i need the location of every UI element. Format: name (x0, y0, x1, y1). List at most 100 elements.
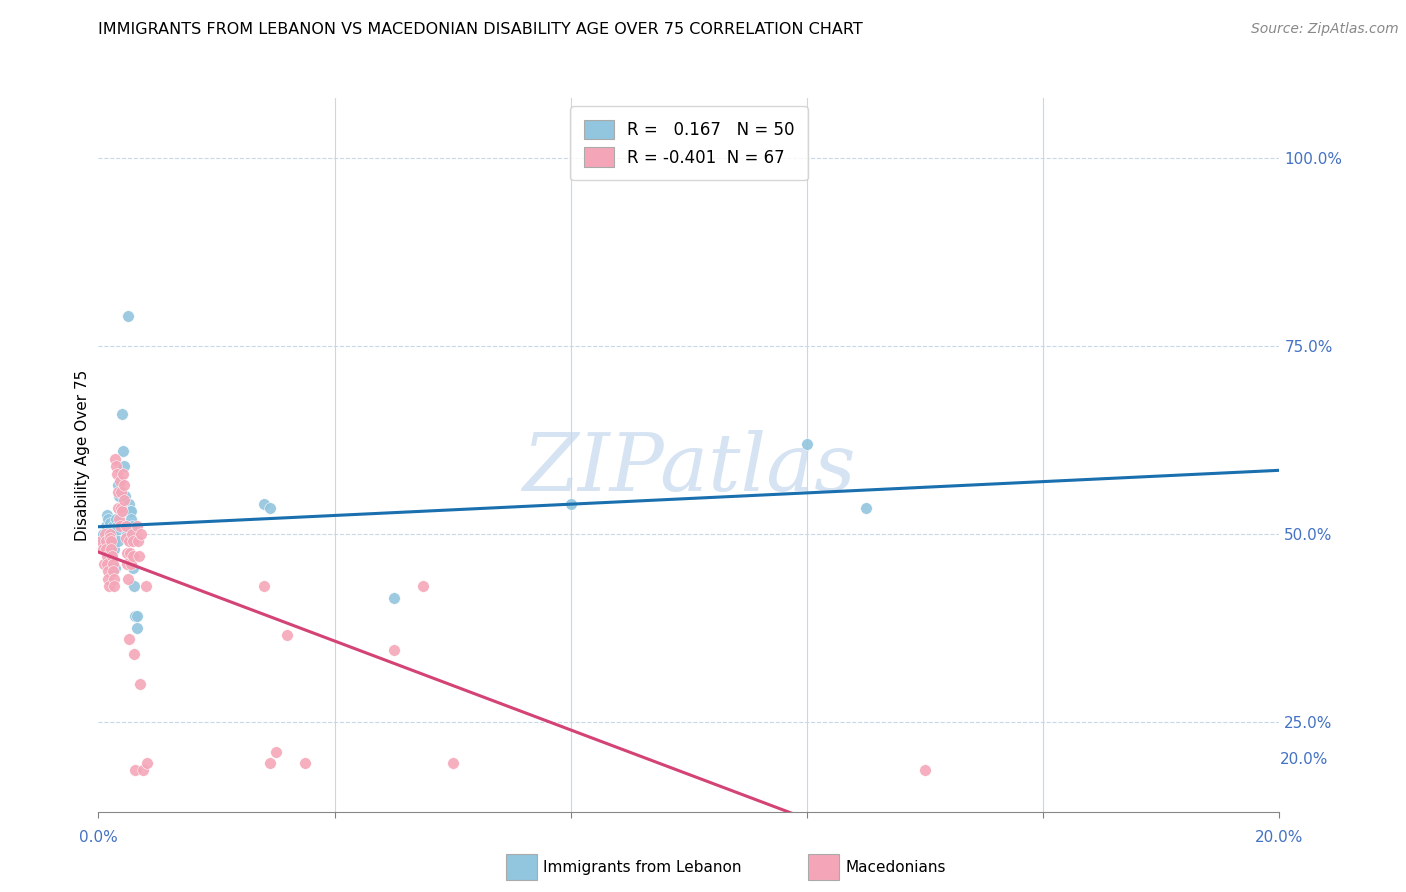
Point (94, 519, 117, 533)
Point (103, 579, 125, 593)
Point (112, 467, 135, 481)
Point (94, 526, 117, 541)
Text: 0.0%: 0.0% (79, 830, 118, 846)
Point (796, 436, 818, 450)
Point (121, 526, 143, 541)
Point (104, 451, 127, 466)
Text: ZIPatlas: ZIPatlas (522, 431, 856, 508)
Point (112, 478, 135, 492)
Point (101, 549, 124, 564)
Point (112, 493, 135, 508)
Point (107, 500, 129, 515)
Point (276, 628, 298, 642)
Point (98, 579, 121, 593)
Point (94, 541, 117, 556)
Point (112, 444, 135, 458)
Point (97, 572, 120, 586)
Point (121, 519, 143, 533)
Point (111, 407, 134, 421)
Point (259, 756, 281, 770)
Point (118, 534, 141, 549)
Point (97, 526, 120, 541)
Point (105, 519, 128, 533)
Point (117, 557, 139, 571)
Text: Immigrants from Lebanon: Immigrants from Lebanon (543, 860, 741, 874)
Point (560, 497, 582, 511)
Point (93, 534, 115, 549)
Point (117, 632, 139, 646)
Point (98, 531, 121, 545)
Point (124, 609, 146, 624)
Point (127, 621, 149, 635)
Point (110, 474, 132, 488)
Point (105, 523, 128, 537)
Point (125, 519, 148, 533)
Point (103, 534, 125, 549)
Point (96, 557, 118, 571)
Point (100, 538, 122, 552)
Point (111, 504, 134, 518)
Point (114, 519, 136, 533)
Point (114, 489, 136, 503)
Point (294, 756, 316, 770)
Point (441, 756, 464, 770)
Text: 20.0%: 20.0% (1256, 830, 1303, 846)
Point (115, 545, 138, 559)
Point (97, 565, 120, 579)
Point (105, 512, 128, 526)
Point (253, 579, 276, 593)
Point (118, 504, 141, 518)
Point (127, 534, 149, 549)
Point (264, 745, 287, 759)
Point (103, 526, 125, 541)
Point (382, 591, 405, 605)
Point (107, 478, 129, 492)
Point (253, 497, 276, 511)
Point (125, 609, 148, 624)
Point (122, 549, 145, 564)
Point (121, 512, 143, 526)
Point (100, 534, 122, 549)
Point (98, 534, 121, 549)
Text: IMMIGRANTS FROM LEBANON VS MACEDONIAN DISABILITY AGE OVER 75 CORRELATION CHART: IMMIGRANTS FROM LEBANON VS MACEDONIAN DI… (98, 22, 863, 37)
Point (120, 545, 142, 559)
Point (122, 647, 145, 661)
Point (96, 508, 118, 522)
Point (94, 534, 117, 549)
Point (115, 519, 138, 533)
Point (121, 534, 143, 549)
Point (259, 500, 281, 515)
Point (412, 579, 434, 593)
Point (128, 549, 150, 564)
Point (382, 643, 405, 657)
Point (112, 459, 135, 474)
Point (120, 557, 142, 571)
Point (96, 549, 118, 564)
Point (103, 541, 125, 556)
Point (98, 516, 121, 530)
Point (91, 541, 114, 556)
Point (97, 512, 120, 526)
Point (110, 485, 132, 500)
Point (91, 526, 114, 541)
Point (108, 519, 131, 533)
Legend: R =   0.167   N = 50, R = -0.401  N = 67: R = 0.167 N = 50, R = -0.401 N = 67 (571, 106, 807, 180)
Point (103, 565, 125, 579)
Text: 20.0%: 20.0% (1279, 752, 1327, 766)
Point (135, 756, 157, 770)
Point (115, 526, 138, 541)
Point (122, 579, 145, 593)
Point (98, 526, 121, 541)
Point (855, 500, 877, 515)
Point (132, 764, 155, 778)
Text: Source: ZipAtlas.com: Source: ZipAtlas.com (1251, 22, 1399, 37)
Point (98, 523, 121, 537)
Point (90, 534, 112, 549)
Point (93, 557, 115, 571)
Point (108, 512, 131, 526)
Point (124, 764, 146, 778)
Text: Macedonians: Macedonians (845, 860, 945, 874)
Point (121, 560, 143, 574)
Point (114, 504, 136, 518)
Point (101, 557, 124, 571)
